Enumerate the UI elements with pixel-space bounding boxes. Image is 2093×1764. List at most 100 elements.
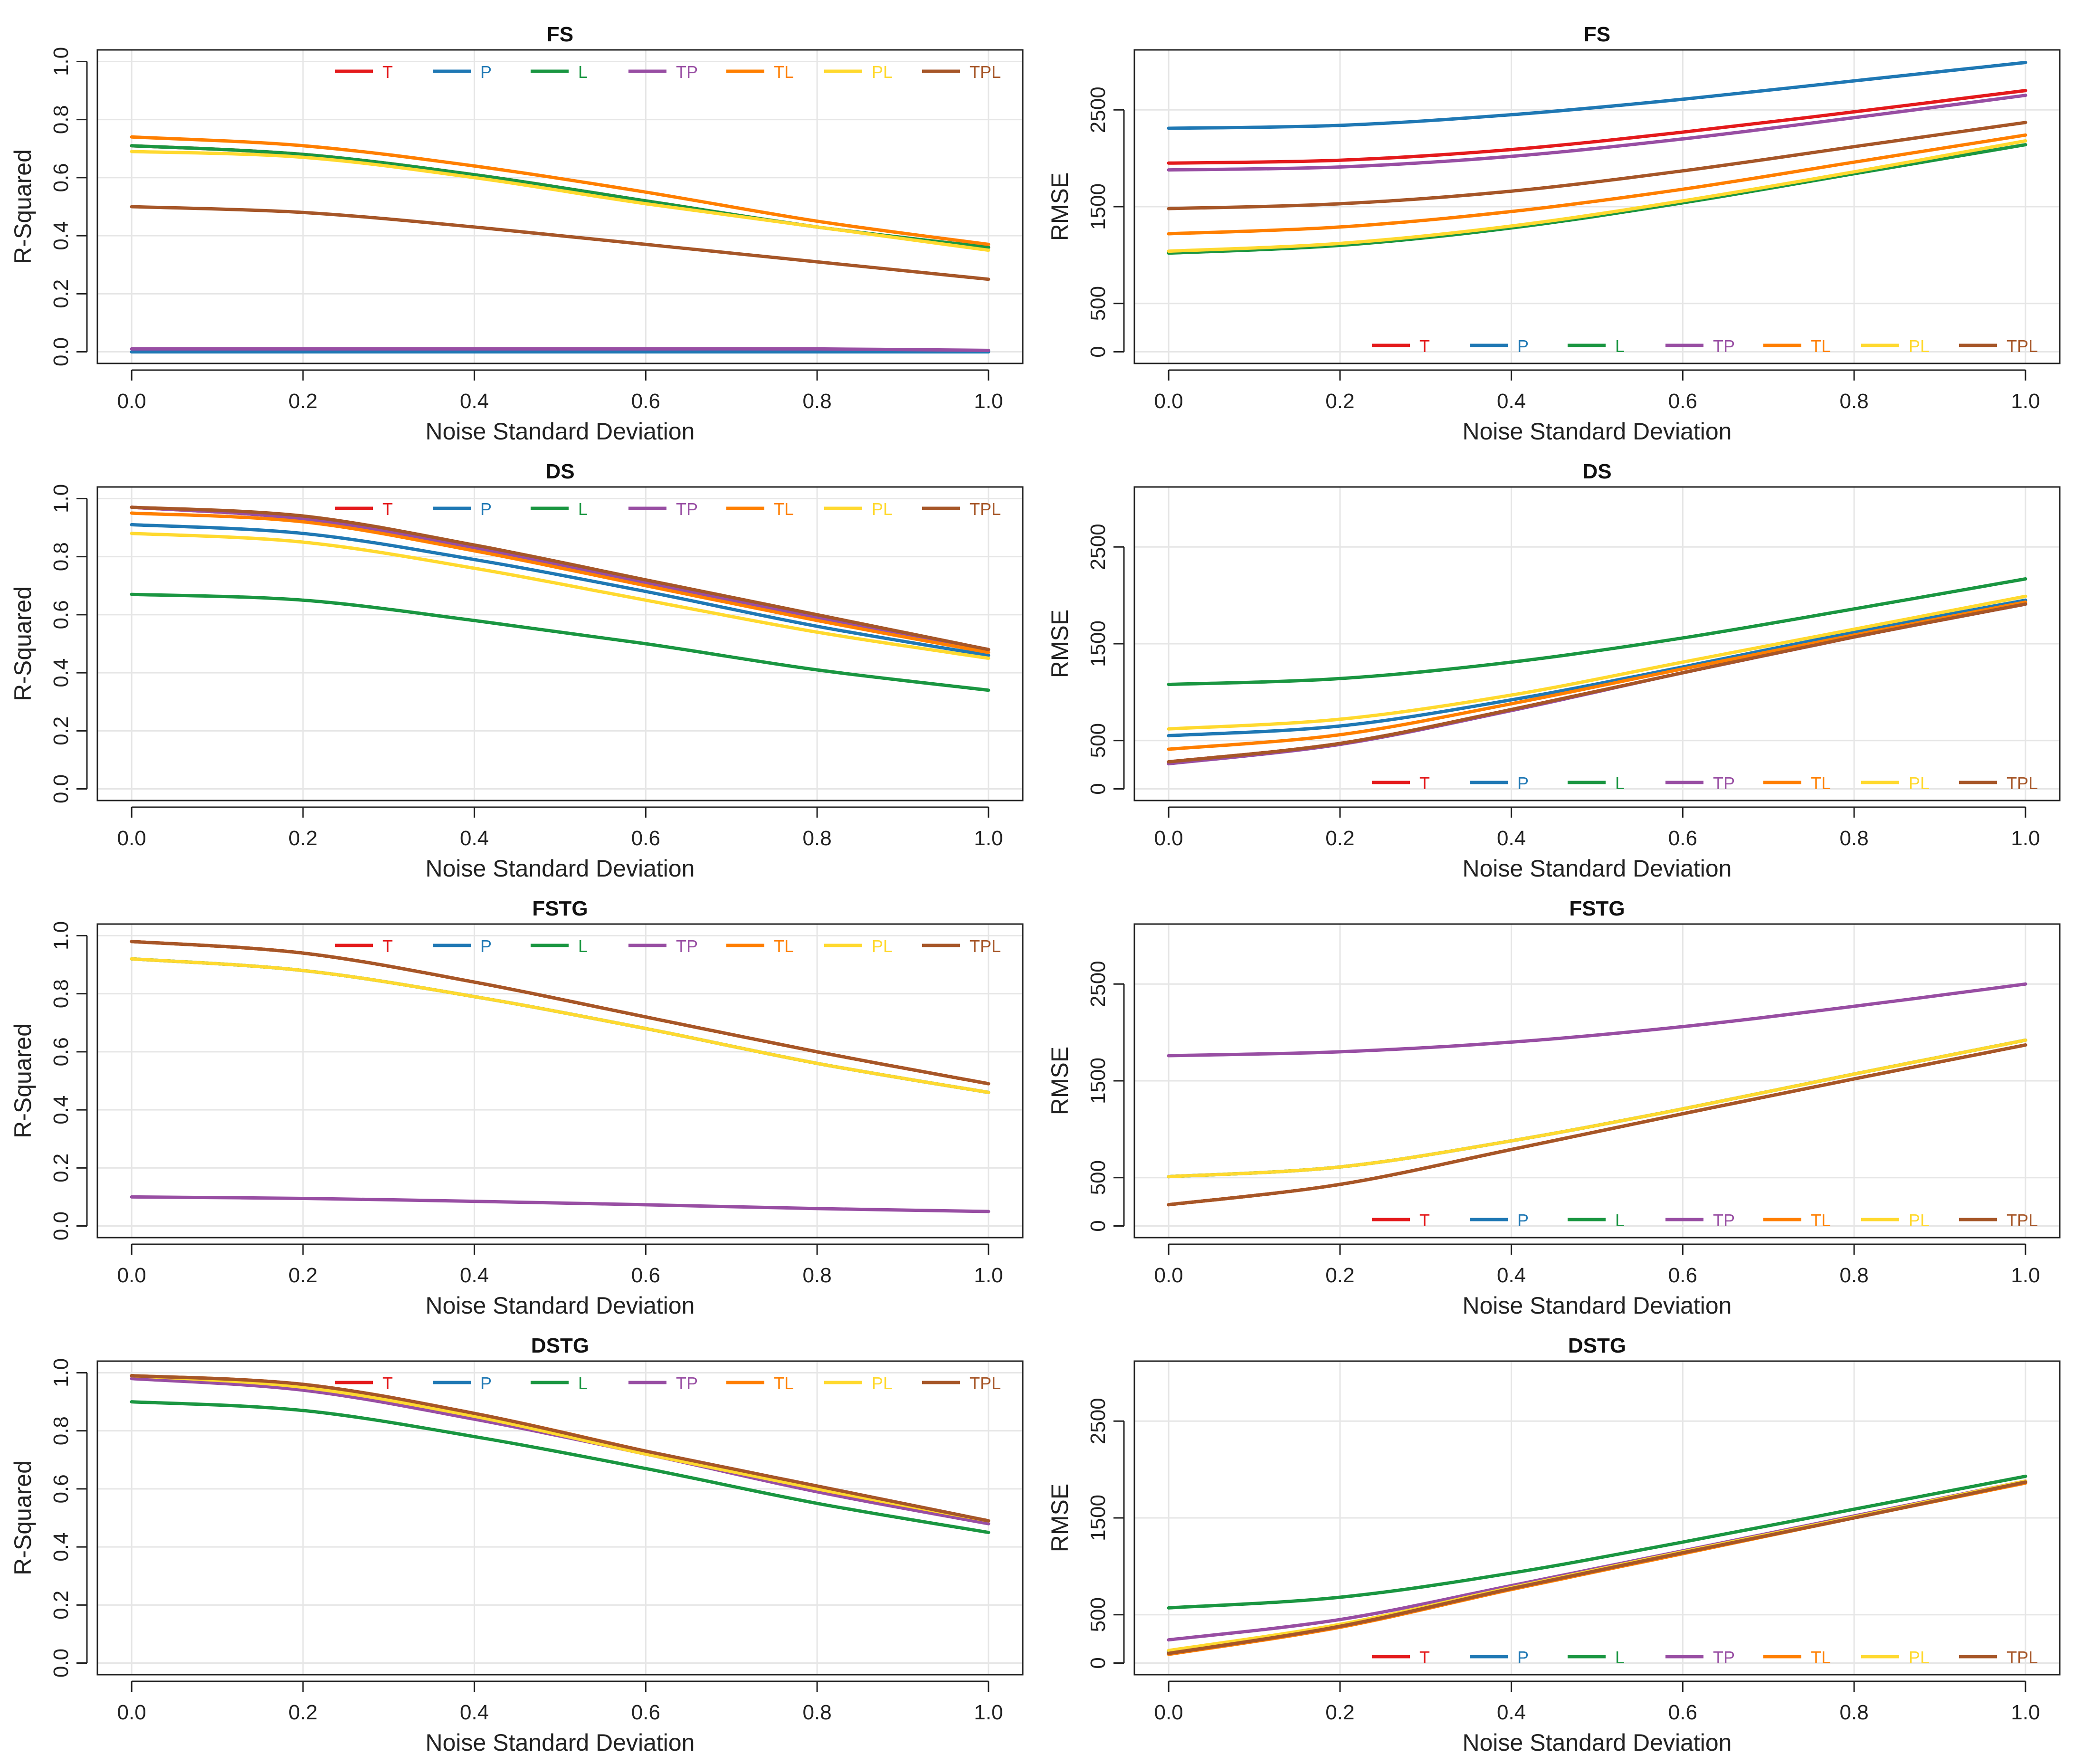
y-tick-label: 0.8 (49, 979, 73, 1008)
series-line-tpl (130, 505, 990, 651)
y-tick-label: 500 (1086, 1160, 1110, 1195)
y-tick-label: 0.0 (49, 774, 73, 803)
legend-label: T (1419, 1211, 1430, 1230)
x-tick-label: 0.8 (803, 390, 832, 413)
legend-item-l: L (531, 936, 588, 956)
chart-title: FSTG (1569, 897, 1625, 920)
legend-item-t: T (335, 936, 393, 956)
x-tick-label: 0.2 (1325, 1264, 1354, 1287)
y-tick-label: 0.2 (49, 1154, 73, 1182)
x-tick-label: 0.6 (631, 1701, 660, 1724)
legend-label: T (382, 62, 393, 82)
legend-label: PL (872, 499, 893, 519)
chart-panel: 0.0 0.2 0.4 0.6 0.8 1.0 0.0 0.2 0.4 0.6 0.8 1.0 FS No… (10, 23, 1024, 445)
series-line-tpl (1167, 602, 2027, 763)
y-tick-label: 2500 (1086, 961, 1110, 1007)
legend-item-tl: TL (1763, 1211, 1831, 1230)
y-tick-label: 0.4 (49, 1533, 73, 1562)
series-line-tp (130, 1195, 990, 1213)
legend-item-pl: PL (1861, 1648, 1930, 1667)
series-line-tp (130, 505, 990, 651)
y-tick-label: 0.2 (49, 279, 73, 308)
legend-item-tpl: TPL (1959, 1648, 2038, 1667)
legend-item-tpl: TPL (922, 499, 1001, 519)
series-line-tp (130, 347, 990, 352)
x-tick-label: 0.4 (460, 390, 489, 413)
legend-label: L (1615, 336, 1625, 356)
series-line-tpl (130, 205, 990, 281)
x-tick-label: 1.0 (2011, 390, 2040, 413)
chart-title: DS (1582, 460, 1611, 483)
legend-item-pl: PL (1861, 773, 1930, 793)
legend-item-tp: TP (1665, 1211, 1735, 1230)
legend-label: T (1419, 1648, 1430, 1667)
series-line-l (1167, 143, 2027, 255)
chart-title: FSTG (532, 897, 588, 920)
legend-item-pl: PL (824, 62, 893, 82)
series-line-pl (1167, 139, 2027, 253)
series-line-tl (130, 135, 990, 246)
x-tick-label: 1.0 (974, 390, 1003, 413)
legend-item-t: T (1372, 773, 1430, 793)
series-line-pl (1167, 1038, 2027, 1179)
legend-item-t: T (335, 1373, 393, 1393)
legend-label: TPL (2007, 773, 2038, 793)
y-tick-label: 0 (1086, 346, 1110, 357)
legend-item-tp: TP (1665, 773, 1735, 793)
x-tick-label: 1.0 (974, 1264, 1003, 1287)
x-tick-label: 0.2 (1325, 390, 1354, 413)
x-tick-label: 0.8 (803, 1701, 832, 1724)
x-tick-label: 1.0 (2011, 1264, 2040, 1287)
legend-item-tp: TP (628, 62, 698, 82)
series-line-p (1167, 598, 2027, 737)
series-line-l (130, 1400, 990, 1535)
y-tick-label: 0.2 (49, 716, 73, 745)
y-tick-label: 1.0 (49, 921, 73, 950)
legend-item-p: P (433, 62, 492, 82)
legend-label: L (578, 62, 588, 82)
legend-item-pl: PL (824, 499, 893, 519)
series-line-tl (130, 511, 990, 654)
x-tick-label: 0.4 (460, 1264, 489, 1287)
x-tick-label: 0.0 (1154, 1264, 1183, 1287)
y-axis-title: R-Squared (10, 1023, 36, 1138)
legend-label: TP (676, 936, 698, 956)
legend-label: L (578, 936, 588, 956)
legend-item-pl: PL (1861, 336, 1930, 356)
y-axis-title: RMSE (1046, 610, 1073, 678)
legend-label: TP (1713, 1648, 1735, 1667)
y-tick-label: 1.0 (49, 484, 73, 513)
x-tick-label: 0.8 (803, 827, 832, 850)
legend-label: P (1517, 1211, 1529, 1230)
legend-label: T (382, 936, 393, 956)
legend-item-tl: TL (726, 936, 794, 956)
chart-panel: 0.0 0.2 0.4 0.6 0.8 1.0 0 500 1500 2500 FSTG Noise … (1046, 897, 2061, 1319)
legend-item-l: L (531, 1373, 588, 1393)
legend-item-p: P (1470, 1211, 1529, 1230)
legend-item-tl: TL (1763, 336, 1831, 356)
series-line-tp (1167, 982, 2027, 1058)
series-line-l (1167, 577, 2027, 687)
plot-frame (1133, 49, 2061, 364)
series-line-tp (1167, 1479, 2027, 1642)
legend-label: TPL (2007, 336, 2038, 356)
legend-label: TP (1713, 773, 1735, 793)
y-tick-label: 2500 (1086, 86, 1110, 133)
plot-frame (1133, 486, 2061, 801)
legend-item-tl: TL (726, 62, 794, 82)
y-axis-title: R-Squared (10, 1460, 36, 1575)
x-tick-label: 0.4 (1497, 827, 1526, 850)
plot-frame (1133, 923, 2061, 1239)
series-line-l (130, 592, 990, 692)
x-axis-title: Noise Standard Deviation (426, 1292, 695, 1319)
legend-label: TL (774, 1373, 794, 1393)
y-tick-label: 1500 (1086, 1495, 1110, 1541)
legend-label: PL (1909, 336, 1930, 356)
legend-label: L (578, 1373, 588, 1393)
legend-item-l: L (1568, 773, 1625, 793)
series-line-p (1167, 1038, 2027, 1179)
y-axis-title: RMSE (1046, 172, 1073, 241)
y-tick-label: 2500 (1086, 1398, 1110, 1444)
legend-label: T (382, 1373, 393, 1393)
legend-item-t: T (335, 62, 393, 82)
